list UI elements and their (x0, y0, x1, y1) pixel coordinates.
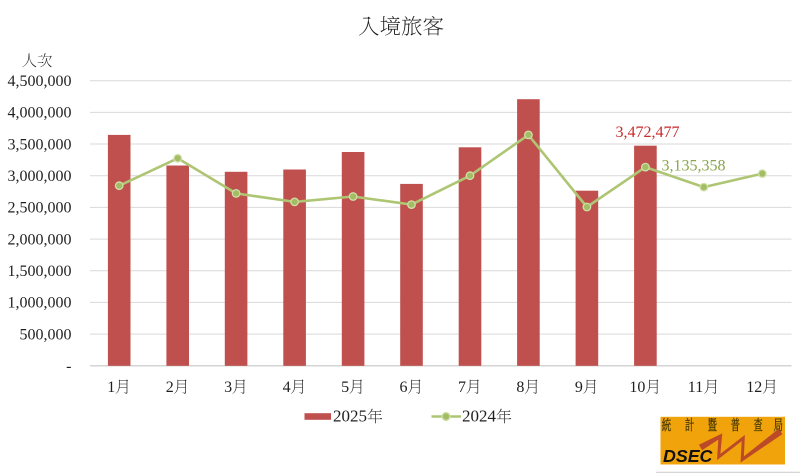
svg-text:11: 11 (688, 379, 703, 396)
svg-text:8: 8 (516, 379, 524, 396)
svg-text:DSEC: DSEC (663, 446, 714, 466)
svg-text:2,000,000: 2,000,000 (8, 231, 72, 248)
svg-text:3,500,000: 3,500,000 (8, 136, 72, 153)
svg-text:-: - (66, 358, 71, 375)
svg-text:1,500,000: 1,500,000 (8, 263, 72, 280)
svg-text:2025: 2025 (333, 407, 367, 426)
svg-text:4,500,000: 4,500,000 (8, 73, 72, 90)
svg-text:1,000,000: 1,000,000 (8, 295, 72, 312)
svg-text:2,500,000: 2,500,000 (8, 200, 72, 217)
svg-text:1: 1 (107, 379, 115, 396)
svg-text:2024: 2024 (462, 407, 497, 426)
svg-text:4,000,000: 4,000,000 (8, 105, 72, 122)
svg-text:6: 6 (400, 379, 408, 396)
svg-text:500,000: 500,000 (20, 326, 72, 343)
svg-text:9: 9 (575, 379, 583, 396)
svg-text:3: 3 (224, 379, 232, 396)
svg-text:3,472,477: 3,472,477 (616, 124, 680, 141)
svg-text:5: 5 (341, 379, 349, 396)
svg-text:3,135,358: 3,135,358 (662, 158, 726, 175)
svg-text:10: 10 (629, 379, 645, 396)
svg-text:3,000,000: 3,000,000 (8, 168, 72, 185)
svg-text:12: 12 (746, 379, 762, 396)
svg-text:2: 2 (166, 379, 174, 396)
svg-text:4: 4 (283, 379, 291, 396)
svg-text:7: 7 (458, 379, 466, 396)
